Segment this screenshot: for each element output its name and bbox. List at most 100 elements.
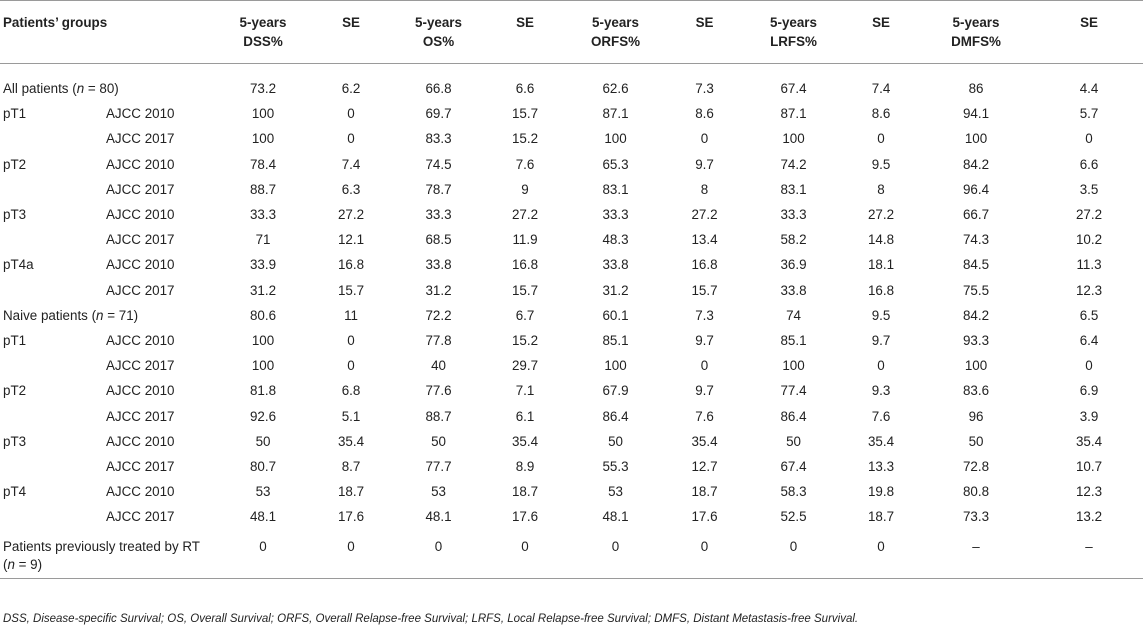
row-label: Naive patients (n = 71) <box>3 307 139 323</box>
row-group <box>0 177 103 202</box>
table-row: Naive patients (n = 71) 80.6 11 72.2 6.7 60.1… <box>0 303 1143 328</box>
table-cell: 0 <box>347 106 355 122</box>
table-cell: 33.8 <box>780 282 807 298</box>
table-cell: 58.2 <box>780 232 807 248</box>
table-cell: 7.1 <box>515 383 535 399</box>
table-cell: 18.7 <box>511 484 539 500</box>
table-cell: 87.1 <box>780 106 807 122</box>
table-cell: 9.3 <box>871 383 891 399</box>
table-cell: 0 <box>1085 131 1093 147</box>
table-cell: – <box>917 529 1036 579</box>
table-cell: 48.1 <box>425 509 452 525</box>
table-cell: 86.4 <box>602 408 629 424</box>
table-cell: 33.3 <box>425 207 452 223</box>
table-cell: 77.7 <box>425 459 452 475</box>
header-se-dss: SE <box>311 0 392 64</box>
table-cell: 5.7 <box>1079 106 1099 122</box>
row-edition: AJCC 2010 <box>106 156 175 172</box>
table-row: Patients previously treated by RT (n = 9… <box>0 529 1143 579</box>
table-cell: 10.7 <box>1075 459 1103 475</box>
table-cell: 0 <box>1085 358 1093 374</box>
table-cell: 3.5 <box>1079 181 1099 197</box>
table-cell: 14.8 <box>867 232 895 248</box>
row-group <box>0 504 103 529</box>
table-cell: 74.5 <box>425 156 452 172</box>
table-cell: 58.3 <box>780 484 807 500</box>
table-cell: 80.7 <box>249 459 277 475</box>
table-cell: 19.8 <box>867 484 895 500</box>
table-cell: – <box>1035 529 1143 579</box>
header-os: 5-years OS% <box>391 0 487 64</box>
table-cell: 0 <box>347 358 355 374</box>
table-cell: 86.4 <box>780 408 807 424</box>
row-group: pT1 <box>3 106 27 122</box>
table-cell: 35.4 <box>867 433 895 449</box>
table-cell: 80.8 <box>962 484 990 500</box>
row-group <box>0 404 103 429</box>
table-cell: 81.8 <box>249 383 277 399</box>
table-row: pT3 AJCC 2010 50 35.4 50 35.4 50 35.4 50 35.4 50 35… <box>0 429 1143 454</box>
table-cell: 83.3 <box>425 131 452 147</box>
table-row: AJCC 2017 80.7 8.7 77.7 8.9 55.3 12.7 67.4 13.3 7… <box>0 454 1143 479</box>
table-cell: 53 <box>608 484 623 500</box>
table-cell: 0 <box>311 529 392 579</box>
table-cell: 11.9 <box>512 232 538 248</box>
table-cell: 48.3 <box>602 232 629 248</box>
table-cell: 87.1 <box>602 106 629 122</box>
table-cell: 7.4 <box>341 156 361 172</box>
table-cell: 66.7 <box>962 207 990 223</box>
table-cell: 80.6 <box>249 307 277 323</box>
table-cell: 100 <box>604 131 627 147</box>
table-cell: 48.1 <box>602 509 629 525</box>
header-row: Patients’ groups 5-years DSS% SE 5-years O… <box>0 0 1143 64</box>
table-cell: 100 <box>964 358 988 374</box>
row-group: pT2 <box>3 156 27 172</box>
table-cell: 12.1 <box>337 232 365 248</box>
table-cell: 50 <box>968 433 984 449</box>
table-cell: 11 <box>344 307 358 323</box>
table-cell: 93.3 <box>962 333 990 349</box>
table-cell: 7.6 <box>515 156 535 172</box>
table-cell: 83.6 <box>962 383 990 399</box>
table-cell: 0 <box>347 333 355 349</box>
table-cell: 8 <box>700 181 709 197</box>
table-cell: 12.3 <box>1075 484 1103 500</box>
row-edition: AJCC 2010 <box>106 207 175 223</box>
row-group <box>0 126 103 151</box>
table-cell: 15.7 <box>511 282 539 298</box>
table-row: AJCC 2017 100 0 83.3 15.2 100 0 100 0 100 0 <box>0 126 1143 151</box>
table-cell: 52.5 <box>780 509 807 525</box>
row-group: pT2 <box>3 383 27 399</box>
table-cell: 6.1 <box>515 408 535 424</box>
row-group: pT4a <box>3 257 34 273</box>
row-edition: AJCC 2017 <box>106 131 175 147</box>
table-cell: 12.7 <box>691 459 718 475</box>
table-cell: 9.7 <box>695 383 714 399</box>
row-group <box>0 353 103 378</box>
row-edition: AJCC 2010 <box>106 106 175 122</box>
table-cell: 96.4 <box>962 181 990 197</box>
table-cell: 17.6 <box>691 509 718 525</box>
table-cell: 8.7 <box>341 459 361 475</box>
table-cell: 67.4 <box>780 81 807 96</box>
table-row: AJCC 2017 100 0 40 29.7 100 0 100 0 100 0 <box>0 353 1143 378</box>
table-cell: 72.8 <box>962 459 990 475</box>
table-cell: 10.2 <box>1075 232 1103 248</box>
table-cell: 77.8 <box>425 333 452 349</box>
row-group <box>0 278 103 303</box>
table-cell: 3.9 <box>1079 408 1099 424</box>
row-group: pT3 <box>3 207 27 223</box>
table-cell: 8.6 <box>695 106 714 122</box>
row-label: Patients previously treated by RT (n = 9… <box>0 529 216 579</box>
table-cell: 72.2 <box>425 307 452 323</box>
table-cell: 55.3 <box>602 459 629 475</box>
table-cell: 88.7 <box>249 181 277 197</box>
table-cell: 9.5 <box>871 307 891 323</box>
table-cell: 9 <box>521 181 529 197</box>
table-cell: 27.2 <box>867 207 895 223</box>
table-cell: 7.6 <box>871 408 891 424</box>
table-cell: 29.7 <box>511 358 539 374</box>
table-cell: 12.3 <box>1075 282 1103 298</box>
table-cell: 8.6 <box>871 106 891 122</box>
table-cell: 33.3 <box>602 207 629 223</box>
